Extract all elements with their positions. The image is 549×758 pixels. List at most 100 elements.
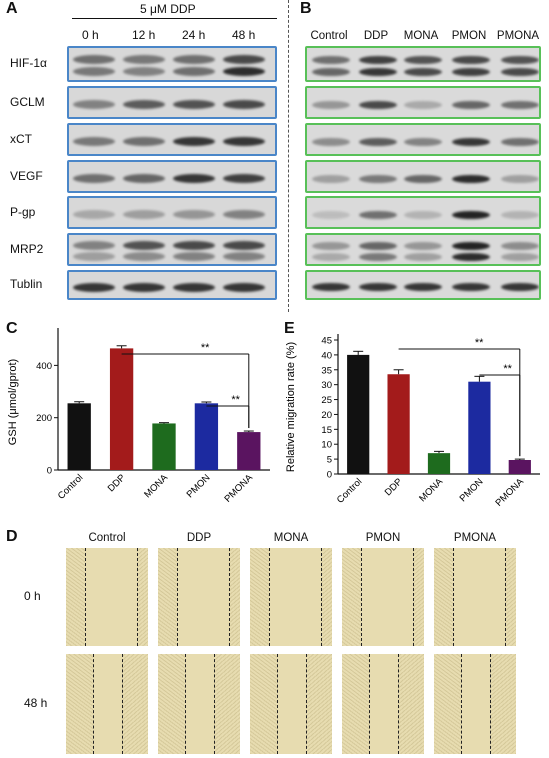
blot-band bbox=[73, 66, 115, 76]
panel-letter-a: A bbox=[6, 0, 18, 17]
blot-band bbox=[312, 100, 350, 109]
blot-a-row bbox=[67, 233, 277, 266]
blot-band bbox=[123, 210, 165, 219]
significance-label: ** bbox=[503, 363, 512, 375]
y-tick-label: 20 bbox=[321, 410, 332, 421]
scratch-group-label: MONA bbox=[273, 532, 309, 544]
blot-band bbox=[223, 251, 265, 261]
time-label-48h: 48 h bbox=[232, 28, 256, 42]
cell-monolayer-right bbox=[228, 548, 240, 646]
blot-band bbox=[501, 67, 539, 76]
blot-band bbox=[359, 174, 397, 183]
blot-band bbox=[404, 137, 442, 146]
cell-monolayer-right bbox=[489, 654, 516, 754]
blot-band bbox=[359, 283, 397, 291]
blot-band bbox=[173, 137, 215, 146]
category-label: PMON bbox=[458, 476, 486, 504]
protein-label: MRP2 bbox=[10, 241, 44, 256]
blot-band bbox=[359, 241, 397, 250]
blot-band bbox=[123, 55, 165, 65]
blot-band bbox=[404, 210, 442, 219]
wound-edge-right bbox=[305, 654, 307, 754]
bar-pmona bbox=[508, 460, 531, 474]
blot-band bbox=[404, 174, 442, 183]
blot-band bbox=[452, 137, 490, 146]
blot-band bbox=[223, 282, 265, 292]
y-tick-label: 5 bbox=[327, 455, 332, 466]
blot-band bbox=[312, 137, 350, 146]
blot-band bbox=[223, 55, 265, 65]
scratch-group-label: PMONA bbox=[453, 532, 497, 544]
blot-a-row bbox=[67, 160, 277, 193]
wound-edge-right bbox=[320, 548, 322, 646]
y-tick-label: 200 bbox=[36, 413, 52, 424]
significance-label: ** bbox=[201, 342, 210, 354]
protein-label: Tublin bbox=[10, 277, 43, 291]
group-label-pmon: PMON bbox=[451, 30, 487, 42]
blot-band bbox=[73, 241, 115, 251]
cell-monolayer-left bbox=[342, 548, 361, 646]
cell-monolayer-left bbox=[66, 654, 94, 754]
cell-monolayer-right bbox=[397, 654, 424, 754]
bar-pmon bbox=[468, 381, 491, 474]
blot-band bbox=[312, 283, 350, 291]
y-tick-label: 25 bbox=[321, 395, 332, 406]
wound-edge-right bbox=[397, 654, 399, 754]
cell-monolayer-right bbox=[412, 548, 424, 646]
blot-band bbox=[173, 55, 215, 65]
blot-band bbox=[123, 137, 165, 146]
wound-edge-right bbox=[489, 654, 491, 754]
y-tick-label: 40 bbox=[321, 350, 332, 361]
blot-band bbox=[73, 137, 115, 146]
bar-mona bbox=[152, 423, 176, 470]
blot-band bbox=[73, 174, 115, 183]
blot-band bbox=[404, 241, 442, 250]
blot-band bbox=[223, 66, 265, 76]
blot-b-row bbox=[305, 233, 541, 266]
cell-monolayer-left bbox=[250, 654, 278, 754]
blot-band bbox=[359, 67, 397, 76]
cell-monolayer-left bbox=[434, 548, 453, 646]
category-label: DDP bbox=[106, 472, 128, 494]
group-label-control: Control bbox=[310, 30, 348, 42]
bar-pmon bbox=[194, 403, 219, 470]
blot-b-row bbox=[305, 46, 541, 82]
scratch-image bbox=[342, 548, 424, 646]
blot-band bbox=[73, 100, 115, 109]
y-tick-label: 10 bbox=[321, 440, 332, 451]
blot-a-row bbox=[67, 86, 277, 119]
wound-edge-right bbox=[121, 654, 123, 754]
bar-ddp bbox=[109, 348, 134, 470]
blot-band bbox=[173, 66, 215, 76]
cell-monolayer-right bbox=[121, 654, 148, 754]
cell-monolayer-right bbox=[504, 548, 516, 646]
wound-edge-left bbox=[369, 654, 371, 754]
blot-band bbox=[501, 210, 539, 219]
blot-band bbox=[312, 241, 350, 250]
blot-band bbox=[501, 100, 539, 109]
wound-edge-left bbox=[185, 654, 187, 754]
scratch-image bbox=[158, 654, 240, 754]
treatment-label: 5 μM DDP bbox=[140, 2, 196, 16]
scratch-image bbox=[434, 654, 516, 754]
cell-monolayer-left bbox=[250, 548, 269, 646]
wound-edge-left bbox=[176, 548, 178, 646]
blot-band bbox=[404, 55, 442, 64]
y-tick-label: 45 bbox=[321, 336, 332, 347]
bar-control bbox=[67, 403, 91, 470]
gsh-bar-chart: 0 200 400 GSH (μmol/gprot) Control DDP MONA PMO… bbox=[7, 328, 270, 505]
blot-band bbox=[312, 55, 350, 64]
wound-edge-left bbox=[461, 654, 463, 754]
blot-band bbox=[404, 100, 442, 109]
scratch-group-label: Control bbox=[88, 532, 126, 544]
category-label: Control bbox=[56, 472, 85, 501]
cell-monolayer-left bbox=[66, 548, 85, 646]
y-axis-label: GSH (μmol/gprot) bbox=[7, 359, 19, 445]
significance-label: ** bbox=[231, 394, 240, 406]
blot-band bbox=[123, 241, 165, 251]
wound-edge-right bbox=[213, 654, 215, 754]
blot-band bbox=[73, 55, 115, 65]
blot-band bbox=[223, 174, 265, 183]
blot-band bbox=[501, 55, 539, 64]
scratch-time-label: 48 h bbox=[24, 696, 48, 710]
